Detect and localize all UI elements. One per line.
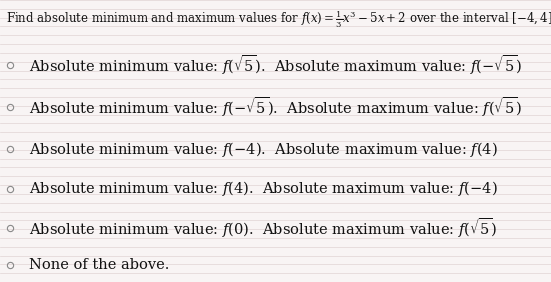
Text: None of the above.: None of the above.	[29, 258, 169, 272]
Text: Absolute minimum value: $f(0)$.  Absolute maximum value: $f(\sqrt{5})$: Absolute minimum value: $f(0)$. Absolute…	[29, 217, 497, 240]
Text: Find absolute minimum and maximum values for $f(x) = \frac{1}{3}x^3 - 5x + 2$ ov: Find absolute minimum and maximum values…	[6, 8, 551, 30]
Text: Absolute minimum value: $f(\sqrt{5})$.  Absolute maximum value: $f(-\sqrt{5})$: Absolute minimum value: $f(\sqrt{5})$. A…	[29, 53, 521, 77]
Text: Absolute minimum value: $f(-\sqrt{5})$.  Absolute maximum value: $f(\sqrt{5})$: Absolute minimum value: $f(-\sqrt{5})$. …	[29, 95, 521, 119]
Text: Absolute minimum value: $f(4)$.  Absolute maximum value: $f(-4)$: Absolute minimum value: $f(4)$. Absolute…	[29, 179, 498, 199]
Text: Absolute minimum value: $f(-4)$.  Absolute maximum value: $f(4)$: Absolute minimum value: $f(-4)$. Absolut…	[29, 140, 498, 159]
